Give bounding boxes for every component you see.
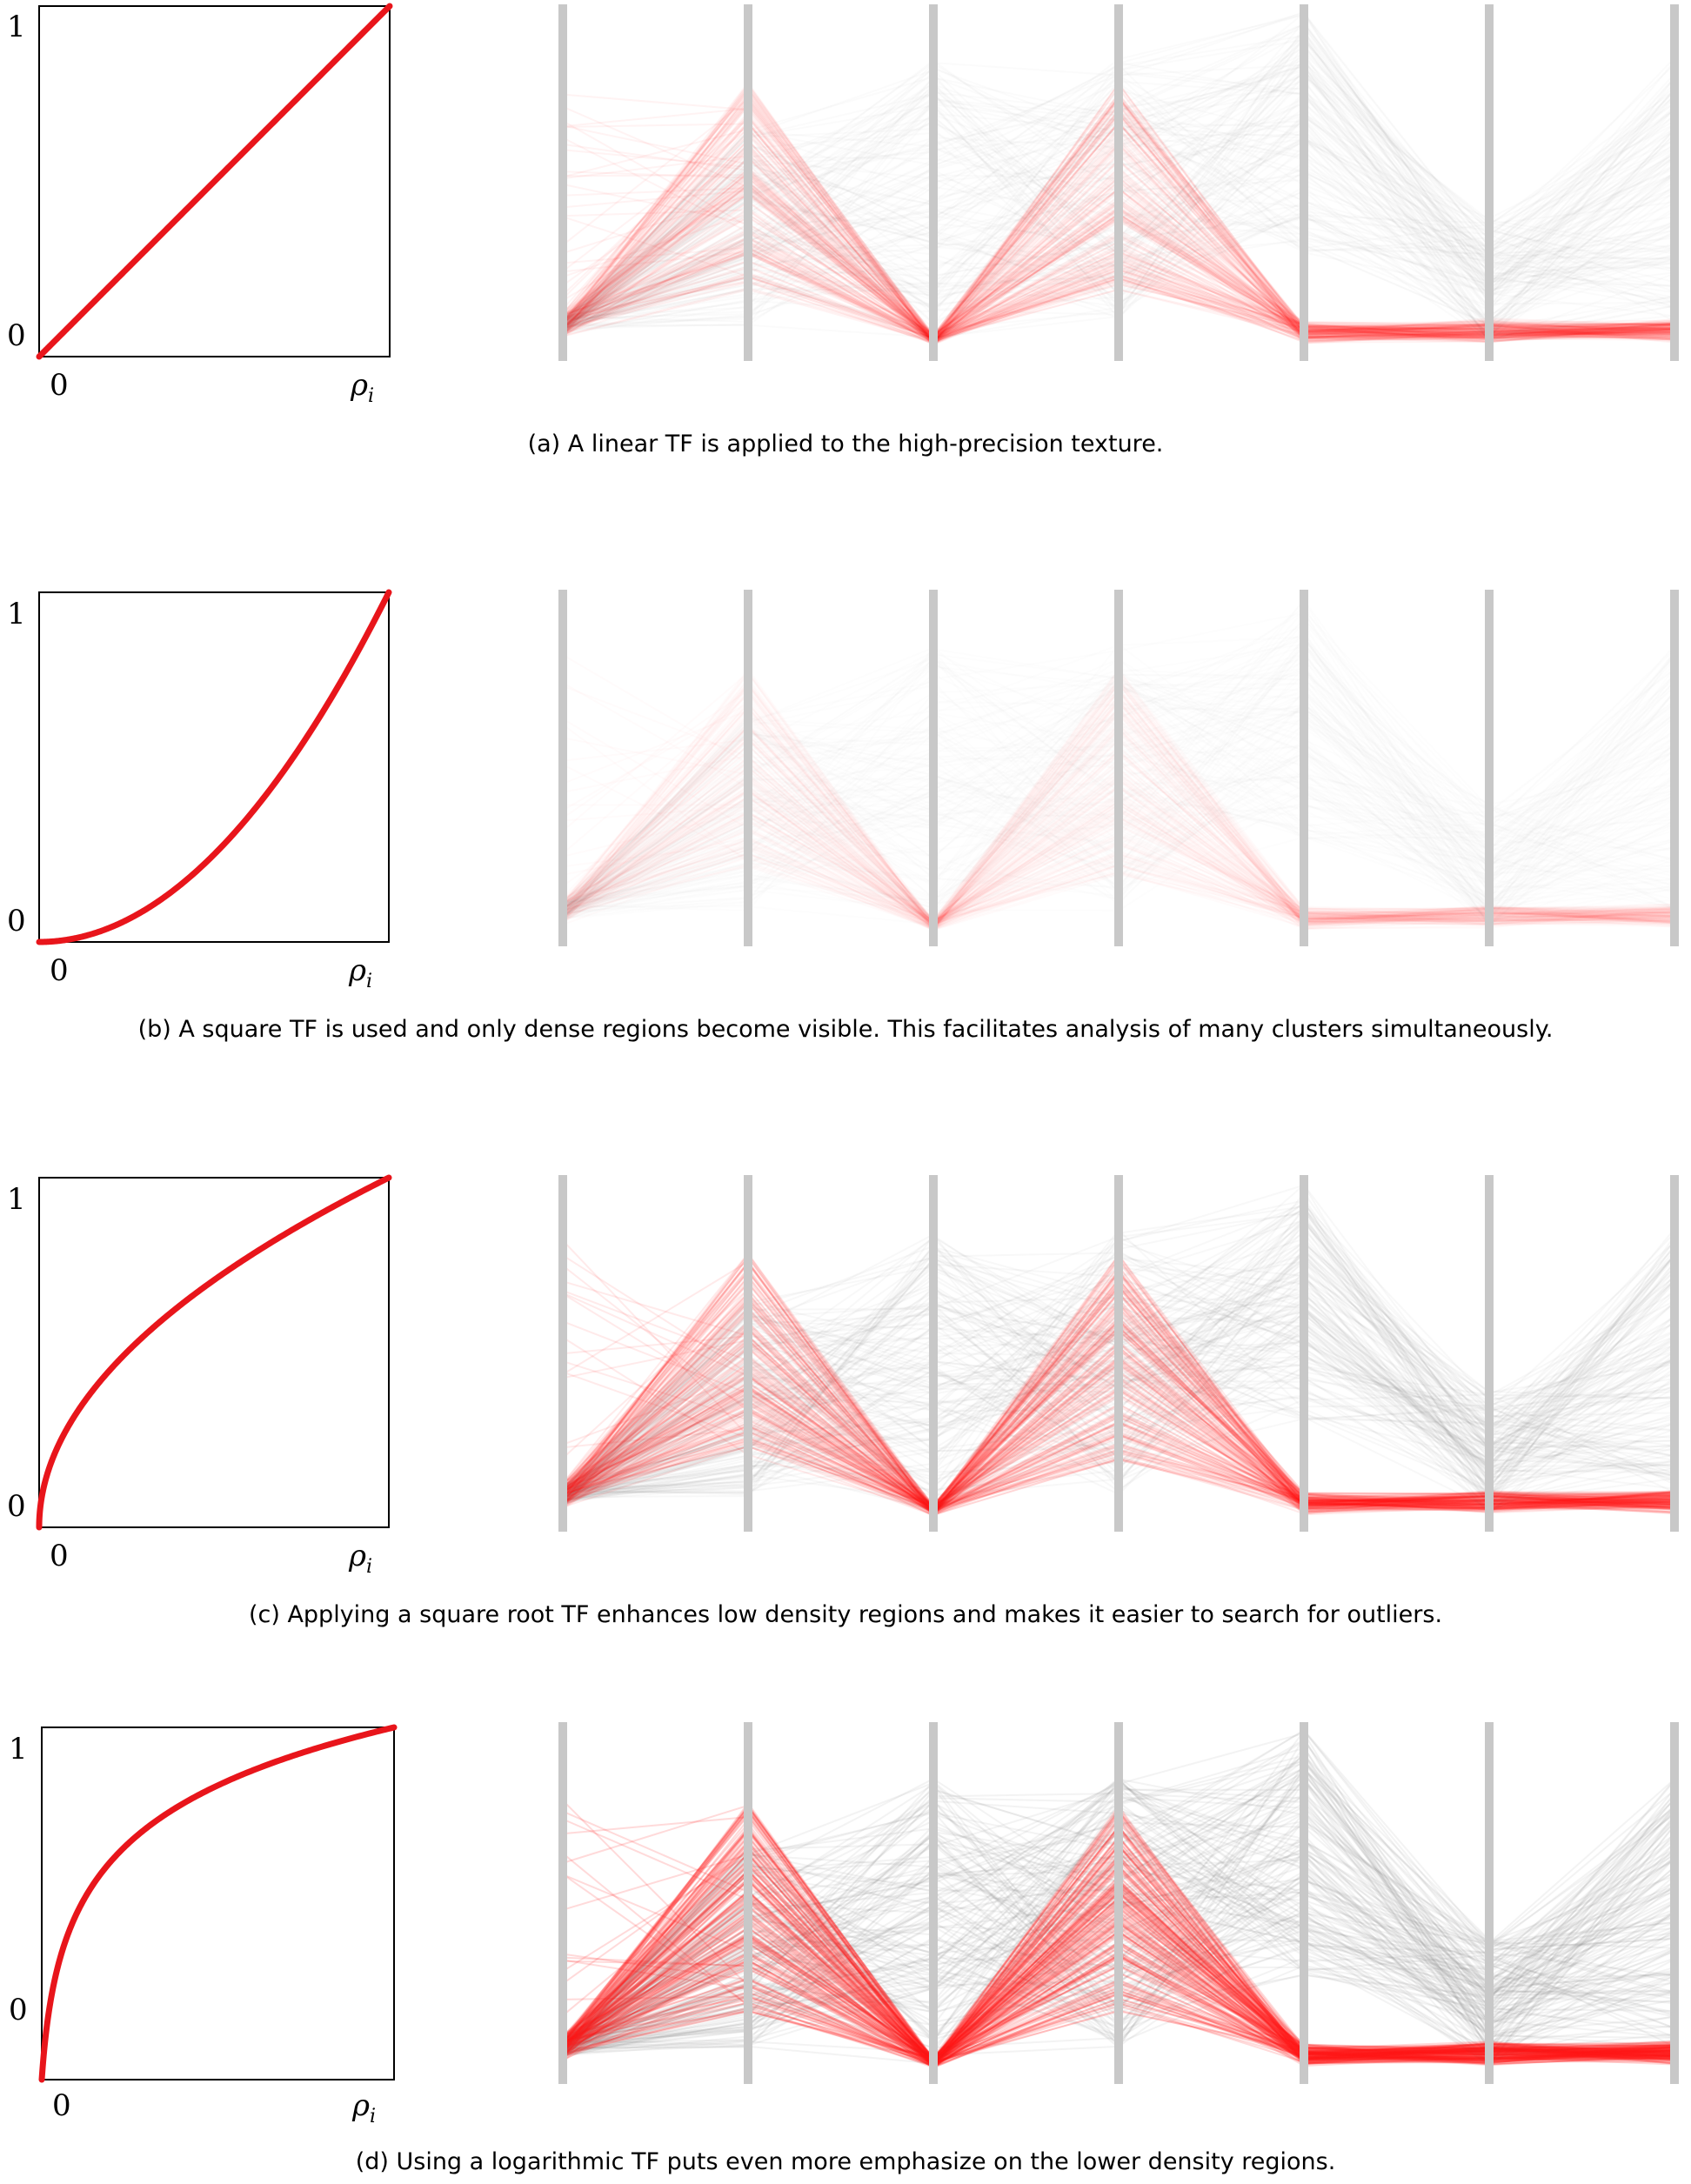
pc-axis-bar	[1670, 590, 1679, 946]
pc-axis-bar	[1114, 1175, 1123, 1532]
pc-axis-bar	[1300, 1175, 1308, 1532]
x-axis-label: ρi	[348, 1539, 372, 1578]
pc-axes	[558, 1722, 1679, 2084]
pc-axes	[558, 590, 1679, 946]
pc-axis-bar	[1300, 1722, 1308, 2084]
pc-axis-bar	[929, 4, 938, 361]
x-axis-label: ρi	[348, 953, 372, 992]
transfer-function-plot-a: 1 0 0 ρi	[7, 3, 393, 407]
y-tick-1: 1	[7, 10, 26, 44]
panel-a: 1 0 0 ρi (a) A linear TF is applied to t…	[0, 0, 1691, 487]
y-tick-0: 0	[7, 904, 26, 938]
pc-axis-bar	[1485, 1722, 1494, 2084]
pc-axis-bar	[1114, 590, 1123, 946]
y-tick-0: 0	[7, 1489, 26, 1524]
pc-axis-bar	[1670, 4, 1679, 361]
x-axis-label: ρi	[351, 2088, 376, 2127]
pc-axis-bar	[1300, 590, 1308, 946]
pc-axis-bar	[1485, 590, 1494, 946]
pc-axis-bar	[744, 1722, 752, 2084]
x-axis-label: ρi	[350, 368, 374, 407]
rho-symbol: ρ	[351, 2088, 370, 2123]
pc-axis-bar	[558, 1722, 567, 2084]
rho-subscript: i	[366, 971, 372, 992]
rho-subscript: i	[368, 385, 374, 407]
rho-symbol: ρ	[348, 953, 366, 988]
pc-axis-bar	[744, 590, 752, 946]
pc-axis-bar	[1114, 4, 1123, 361]
pc-axis-bar	[929, 1175, 938, 1532]
tf-curve-linear	[36, 3, 393, 360]
transfer-function-plot-c: 1 0 0 ρi	[7, 1174, 392, 1578]
pc-axis-bar	[1485, 1175, 1494, 1532]
tf-plot-frame	[38, 591, 390, 943]
y-tick-0: 0	[7, 318, 26, 353]
caption-d: (d) Using a logarithmic TF puts even mor…	[355, 2148, 1336, 2175]
transfer-function-plot-d: 1 0 0 ρi	[9, 1724, 398, 2127]
pc-axis-bar	[1114, 1722, 1123, 2084]
parallel-coordinates-plot-c	[558, 1175, 1679, 1532]
parallel-coordinates-plot-d	[558, 1722, 1679, 2084]
pc-axis-bar	[558, 590, 567, 946]
caption-b: (b) A square TF is used and only dense r…	[137, 1016, 1554, 1043]
pc-axis-bar	[1300, 4, 1308, 361]
tf-plot-frame	[41, 1726, 395, 2080]
pc-axis-bar	[558, 4, 567, 361]
pc-axis-bar	[1670, 1175, 1679, 1532]
tf-curve-square	[36, 589, 392, 945]
tf-curve-logarithmic	[38, 1724, 398, 2083]
pc-axes	[558, 1175, 1679, 1532]
rho-subscript: i	[370, 2106, 376, 2127]
pc-axis-bar	[558, 1175, 567, 1532]
pc-axis-bar	[929, 590, 938, 946]
parallel-coordinates-plot-a	[558, 4, 1679, 361]
pc-axis-bar	[1485, 4, 1494, 361]
y-tick-1: 1	[7, 1182, 26, 1217]
pc-axes	[558, 4, 1679, 361]
panel-c: 1 0 0 ρi (c) Applying a square root TF e…	[0, 1171, 1691, 1658]
rho-symbol: ρ	[348, 1539, 366, 1573]
rho-subscript: i	[366, 1556, 372, 1578]
y-tick-1: 1	[9, 1732, 28, 1767]
x-tick-0: 0	[50, 1539, 69, 1573]
tf-plot-frame	[38, 1177, 390, 1528]
caption-c: (c) Applying a square root TF enhances l…	[248, 1601, 1443, 1628]
transfer-function-plot-b: 1 0 0 ρi	[7, 589, 392, 992]
pc-axis-bar	[1670, 1722, 1679, 2084]
tf-plot-frame	[38, 5, 391, 357]
pc-axis-bar	[929, 1722, 938, 2084]
panel-b: 1 0 0 ρi (b) A square TF is used and onl…	[0, 585, 1691, 1072]
x-tick-0: 0	[50, 368, 69, 403]
panel-d: 1 0 0 ρi (d) Using a logarithmic TF puts…	[0, 1720, 1691, 2184]
y-tick-0: 0	[9, 1993, 28, 2027]
tf-curve-square-root	[36, 1174, 392, 1531]
rho-symbol: ρ	[350, 368, 368, 403]
y-tick-1: 1	[7, 597, 26, 631]
x-tick-0: 0	[52, 2088, 71, 2123]
x-tick-0: 0	[50, 953, 69, 988]
caption-a: (a) A linear TF is applied to the high-p…	[527, 431, 1164, 458]
parallel-coordinates-plot-b	[558, 590, 1679, 946]
pc-axis-bar	[744, 4, 752, 361]
pc-axis-bar	[744, 1175, 752, 1532]
